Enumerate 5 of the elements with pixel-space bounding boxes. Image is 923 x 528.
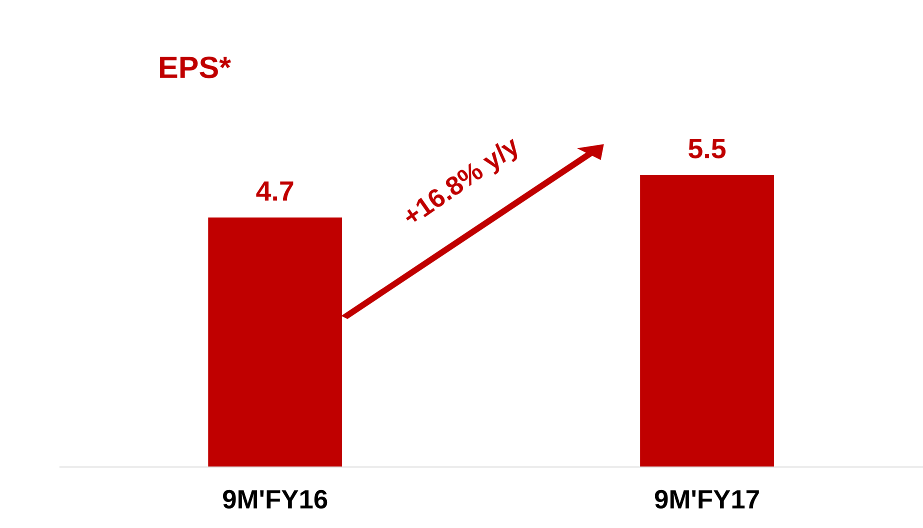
x-tick-label: 9M'FY16	[223, 490, 328, 509]
chart-title: EPS*	[160, 56, 231, 78]
data-label: 5.5	[688, 139, 726, 158]
x-tick-label: 9M'FY17	[654, 490, 759, 509]
data-label: 4.7	[256, 181, 294, 201]
